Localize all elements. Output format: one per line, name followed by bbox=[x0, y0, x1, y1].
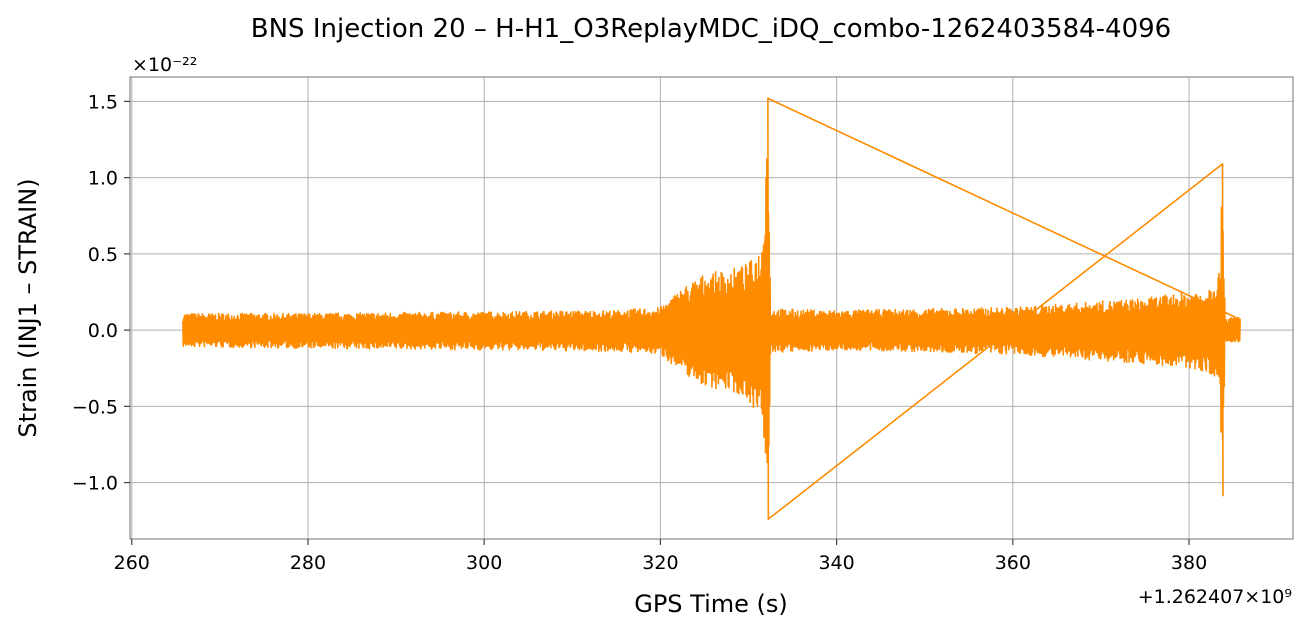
y-axis: −1.0 −0.5 0.0 0.5 1.0 1.5 bbox=[72, 91, 130, 495]
x-tick-label: 380 bbox=[1171, 552, 1207, 574]
x-tick-label: 260 bbox=[114, 552, 150, 574]
y-tick-label: 1.0 bbox=[88, 168, 118, 190]
x-axis: 260 280 300 320 340 360 380 bbox=[114, 539, 1207, 574]
waveform bbox=[182, 97, 1241, 520]
y-tick-label: 0.0 bbox=[88, 320, 118, 342]
plot-frame bbox=[129, 76, 1294, 540]
x-axis-label: GPS Time (s) bbox=[634, 590, 788, 618]
x-tick-label: 340 bbox=[818, 552, 854, 574]
y-tick-label: 1.5 bbox=[88, 91, 118, 113]
x-tick-label: 300 bbox=[466, 552, 502, 574]
y-axis-label: Strain (INJ1 – STRAIN) bbox=[14, 178, 42, 437]
x-offset-label: +1.262407×10⁹ bbox=[1138, 586, 1292, 608]
x-tick-label: 320 bbox=[642, 552, 678, 574]
y-scale-label: ×10⁻²² bbox=[132, 54, 197, 76]
y-tick-label: 0.5 bbox=[88, 244, 118, 266]
x-tick-label: 280 bbox=[290, 552, 326, 574]
y-tick-label: −0.5 bbox=[72, 396, 118, 418]
strain-series-line bbox=[182, 97, 1241, 520]
x-tick-label: 360 bbox=[995, 552, 1031, 574]
y-tick-label: −1.0 bbox=[72, 473, 118, 495]
chart-title: BNS Injection 20 – H-H1_O3ReplayMDC_iDQ_… bbox=[251, 14, 1171, 44]
